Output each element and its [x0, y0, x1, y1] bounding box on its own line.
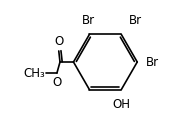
Text: CH₃: CH₃ — [24, 67, 45, 79]
Text: O: O — [52, 76, 62, 89]
Text: Br: Br — [82, 14, 95, 27]
Text: Br: Br — [129, 14, 142, 27]
Text: O: O — [54, 35, 63, 48]
Text: Br: Br — [146, 56, 159, 68]
Text: OH: OH — [112, 98, 130, 111]
